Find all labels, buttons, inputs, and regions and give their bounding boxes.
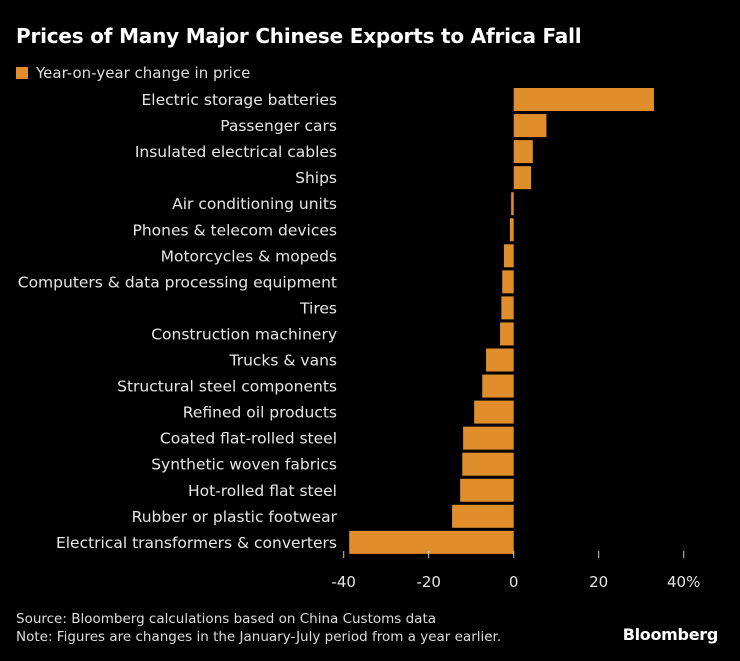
category-label: Refined oil products (183, 404, 337, 422)
category-label: Air conditioning units (172, 195, 337, 213)
source-note: Source: Bloomberg calculations based on … (16, 611, 437, 627)
category-label: Construction machinery (151, 325, 337, 343)
category-label: Phones & telecom devices (132, 221, 337, 239)
category-label: Ships (295, 169, 337, 187)
legend-label: Year-on-year change in price (36, 64, 251, 82)
bar (474, 400, 514, 424)
category-label: Electrical transformers & converters (56, 534, 337, 552)
category-label: Electric storage batteries (142, 91, 338, 109)
legend-swatch (16, 67, 28, 79)
bar (460, 478, 514, 502)
bar (502, 270, 514, 294)
category-label: Computers & data processing equipment (18, 273, 337, 291)
bar (513, 88, 654, 111)
category-label: Coated flat-rolled steel (160, 430, 337, 448)
category-label: Structural steel components (117, 378, 337, 396)
category-label: Synthetic woven fabrics (151, 456, 337, 474)
bar (349, 530, 514, 554)
footnote: Note: Figures are changes in the January… (16, 629, 502, 645)
category-label: Hot-rolled flat steel (188, 482, 337, 500)
x-tick-label: 20 (589, 573, 608, 591)
bar (486, 348, 514, 372)
bar (500, 322, 514, 346)
bar (452, 504, 514, 528)
bar (501, 296, 514, 320)
bloomberg-logo: Bloomberg (622, 625, 719, 644)
bar (462, 452, 514, 476)
category-label: Tires (299, 299, 337, 317)
bar (482, 374, 514, 398)
category-label: Trucks & vans (229, 352, 337, 370)
category-label: Insulated electrical cables (135, 143, 337, 161)
bar (513, 166, 532, 190)
chart-title: Prices of Many Major Chinese Exports to … (16, 24, 582, 48)
x-tick-label: 0 (509, 573, 519, 591)
bar (463, 426, 514, 450)
category-label: Rubber or plastic footwear (132, 508, 338, 526)
category-label: Passenger cars (220, 117, 337, 135)
x-tick-label: -20 (416, 573, 441, 591)
bar (503, 244, 514, 268)
legend: Year-on-year change in price (16, 64, 250, 82)
bar (513, 114, 547, 138)
bar (511, 192, 514, 216)
x-tick-label: -40 (331, 573, 356, 591)
x-tick-label: 40% (667, 573, 700, 591)
bar (509, 218, 514, 242)
bar (513, 140, 533, 164)
category-label: Motorcycles & mopeds (161, 247, 337, 265)
